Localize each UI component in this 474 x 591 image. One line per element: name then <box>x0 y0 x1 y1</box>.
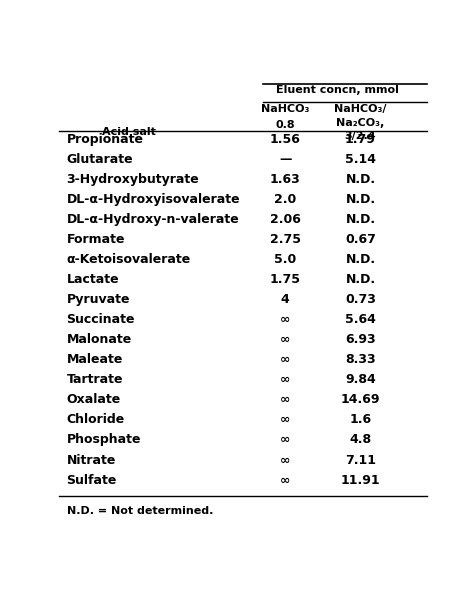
Text: 8.33: 8.33 <box>345 353 376 366</box>
Text: Na₂CO₃,: Na₂CO₃, <box>337 118 384 128</box>
Text: 1.79: 1.79 <box>345 133 376 146</box>
Text: 5.14: 5.14 <box>345 153 376 166</box>
Text: 6.93: 6.93 <box>345 333 376 346</box>
Text: 1.6: 1.6 <box>349 414 372 427</box>
Text: ∞: ∞ <box>280 394 291 407</box>
Text: 0.73: 0.73 <box>345 293 376 306</box>
Text: Tartrate: Tartrate <box>66 374 123 387</box>
Text: 0.8: 0.8 <box>275 119 295 129</box>
Text: Sulfate: Sulfate <box>66 473 117 486</box>
Text: Formate: Formate <box>66 233 125 246</box>
Text: Acid salt: Acid salt <box>102 127 156 137</box>
Text: Eluent concn, mmol: Eluent concn, mmol <box>276 85 399 95</box>
Text: 3/2.4: 3/2.4 <box>345 131 376 141</box>
Text: Propionate: Propionate <box>66 133 144 146</box>
Text: Nitrate: Nitrate <box>66 453 116 466</box>
Text: 2.75: 2.75 <box>270 233 301 246</box>
Text: ∞: ∞ <box>280 313 291 326</box>
Text: 11.91: 11.91 <box>341 473 380 486</box>
Text: 4: 4 <box>281 293 290 306</box>
Text: Oxalate: Oxalate <box>66 394 121 407</box>
Text: 5.64: 5.64 <box>345 313 376 326</box>
Text: 7.11: 7.11 <box>345 453 376 466</box>
Text: —: — <box>279 153 292 166</box>
Text: N.D.: N.D. <box>346 254 375 267</box>
Text: 2.06: 2.06 <box>270 213 301 226</box>
Text: 3-Hydroxybutyrate: 3-Hydroxybutyrate <box>66 173 200 186</box>
Text: Chloride: Chloride <box>66 414 125 427</box>
Text: NaHCO₃: NaHCO₃ <box>261 104 310 114</box>
Text: 4.8: 4.8 <box>349 433 372 446</box>
Text: NaHCO₃/: NaHCO₃/ <box>334 104 387 114</box>
Text: 0.67: 0.67 <box>345 233 376 246</box>
Text: ∞: ∞ <box>280 353 291 366</box>
Text: Phosphate: Phosphate <box>66 433 141 446</box>
Text: 2.0: 2.0 <box>274 193 296 206</box>
Text: Glutarate: Glutarate <box>66 153 133 166</box>
Text: Lactate: Lactate <box>66 273 119 286</box>
Text: ∞: ∞ <box>280 433 291 446</box>
Text: 14.69: 14.69 <box>341 394 380 407</box>
Text: Malonate: Malonate <box>66 333 132 346</box>
Text: α-Ketoisovalerate: α-Ketoisovalerate <box>66 254 191 267</box>
Text: DL-α-Hydroxyisovalerate: DL-α-Hydroxyisovalerate <box>66 193 240 206</box>
Text: N.D. = Not determined.: N.D. = Not determined. <box>66 505 213 515</box>
Text: 1.56: 1.56 <box>270 133 301 146</box>
Text: N.D.: N.D. <box>346 273 375 286</box>
Text: ∞: ∞ <box>280 374 291 387</box>
Text: 1.75: 1.75 <box>270 273 301 286</box>
Text: ∞: ∞ <box>280 473 291 486</box>
Text: 5.0: 5.0 <box>274 254 296 267</box>
Text: Maleate: Maleate <box>66 353 123 366</box>
Text: Succinate: Succinate <box>66 313 135 326</box>
Text: N.D.: N.D. <box>346 193 375 206</box>
Text: N.D.: N.D. <box>346 173 375 186</box>
Text: Pyruvate: Pyruvate <box>66 293 130 306</box>
Text: ∞: ∞ <box>280 453 291 466</box>
Text: DL-α-Hydroxy-n-valerate: DL-α-Hydroxy-n-valerate <box>66 213 239 226</box>
Text: N.D.: N.D. <box>346 213 375 226</box>
Text: ∞: ∞ <box>280 414 291 427</box>
Text: ∞: ∞ <box>280 333 291 346</box>
Text: 9.84: 9.84 <box>345 374 376 387</box>
Text: 1.63: 1.63 <box>270 173 301 186</box>
